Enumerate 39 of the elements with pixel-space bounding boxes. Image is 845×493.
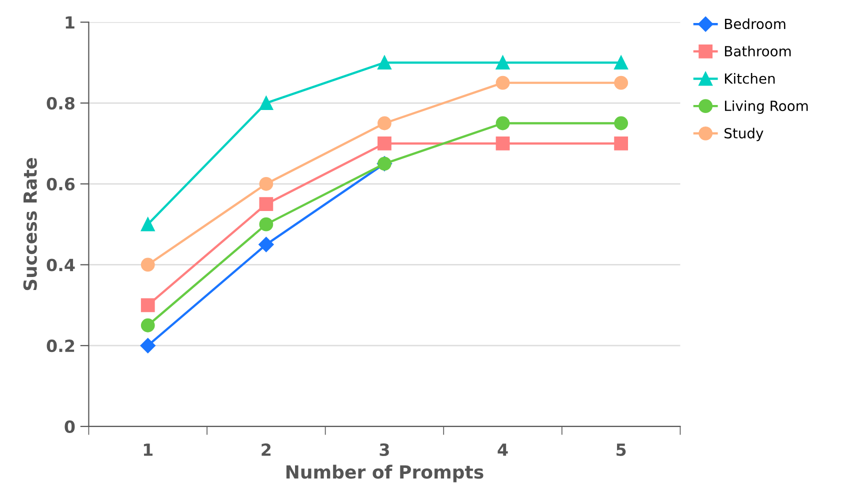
point (378, 116, 392, 130)
y-tick-label: 0.4 (46, 258, 75, 272)
x-tick-label: 4 (498, 444, 508, 456)
legend-label: Study (724, 128, 764, 142)
legend-label: Kitchen (725, 73, 775, 84)
y-tick-label: 0.8 (46, 97, 74, 110)
legend-label: Bedroom (725, 18, 786, 30)
point (378, 136, 392, 150)
x-tick-label: 5 (616, 444, 626, 456)
x-tick-label: 3 (380, 443, 389, 456)
y-tick-label: 0.2 (46, 340, 74, 352)
point (259, 176, 274, 191)
point (140, 338, 156, 354)
point (614, 136, 628, 150)
point (496, 76, 510, 90)
legend-label: Living Room (725, 100, 808, 114)
point (140, 258, 155, 272)
point (614, 76, 628, 90)
point (259, 96, 274, 110)
x-tick-label: 2 (262, 443, 271, 456)
point (140, 298, 155, 312)
point (259, 217, 274, 232)
legend-label: Bathroom (725, 46, 791, 56)
point (496, 56, 510, 70)
point (496, 116, 510, 130)
x-tick-label: 1 (144, 444, 153, 456)
point (496, 136, 510, 150)
point (140, 217, 155, 232)
point (140, 318, 155, 332)
point (614, 116, 628, 130)
point (258, 236, 274, 252)
y-tick-label: 1 (66, 16, 74, 29)
y-tick-label: 0 (64, 420, 75, 434)
point (614, 56, 628, 70)
y-axis-title: Success Rate (23, 158, 37, 290)
point (378, 56, 392, 70)
point (259, 197, 274, 212)
y-tick-label: 0.6 (46, 178, 75, 190)
x-axis-title: Number of Prompts (286, 464, 484, 482)
